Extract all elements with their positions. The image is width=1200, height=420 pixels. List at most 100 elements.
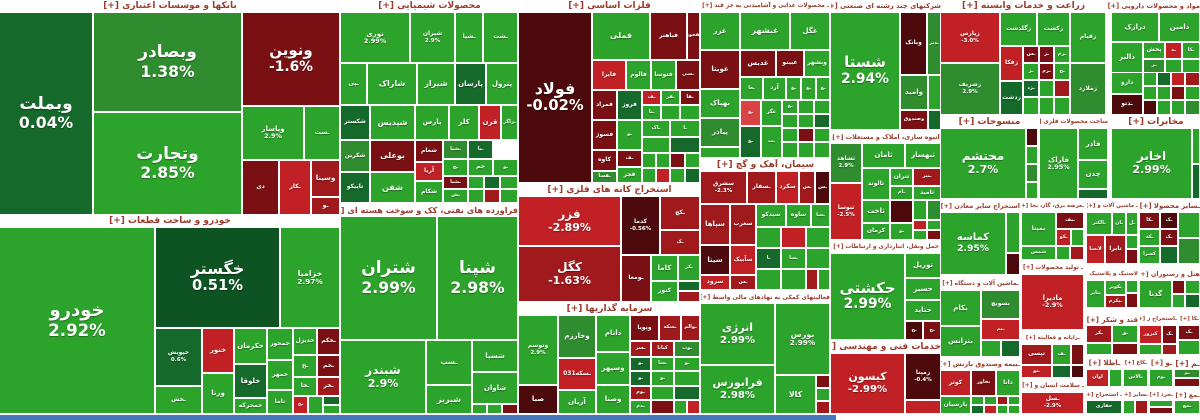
stock-tile[interactable]	[815, 129, 829, 141]
stock-tile[interactable]	[1072, 230, 1083, 245]
stock-tile[interactable]: غویتا	[701, 51, 739, 88]
stock-tile[interactable]	[807, 249, 829, 268]
stock-tile[interactable]: اوان	[1087, 370, 1108, 386]
stock-tile[interactable]: ناما	[268, 391, 292, 413]
stock-tile[interactable]: قرن	[480, 106, 500, 139]
stock-tile[interactable]: بهپاک	[701, 90, 739, 117]
stock-tile[interactable]: دارو	[1112, 73, 1142, 93]
stock-tile[interactable]	[891, 201, 912, 222]
stock-tile[interactable]	[1127, 236, 1137, 248]
stock-tile[interactable]	[799, 143, 813, 157]
stock-tile[interactable]: ـخا	[294, 378, 316, 395]
stock-tile[interactable]: بالاس	[1124, 370, 1147, 386]
stock-tile[interactable]: وبصادر 1.38%	[94, 13, 241, 111]
stock-tile[interactable]	[473, 405, 486, 413]
stock-tile[interactable]	[783, 129, 797, 141]
stock-tile[interactable]: ـک	[1161, 213, 1177, 228]
stock-tile[interactable]	[324, 406, 339, 413]
stock-tile[interactable]	[1183, 60, 1199, 72]
stock-tile[interactable]: خودرو 2.92%	[0, 228, 154, 413]
stock-tile[interactable]	[817, 389, 829, 400]
stock-tile[interactable]	[914, 201, 926, 219]
stock-tile[interactable]	[1150, 408, 1172, 413]
stock-tile[interactable]: خزامیا 2.97%	[281, 228, 339, 327]
stock-tile[interactable]: ثامان	[863, 144, 904, 167]
stock-tile[interactable]: سکرد	[777, 172, 798, 203]
stock-tile[interactable]: بمپنا	[1022, 213, 1055, 245]
sector-header[interactable]: ـاستخراج ز [+]	[1140, 316, 1177, 322]
stock-tile[interactable]	[671, 138, 699, 152]
stock-tile[interactable]: فملی	[593, 13, 649, 59]
stock-tile[interactable]: شپنا 2.98%	[438, 217, 517, 339]
sector-header[interactable]: ـمع [+]	[1175, 391, 1200, 399]
stock-tile[interactable]	[1186, 295, 1199, 307]
stock-tile[interactable]: خلوقا	[235, 365, 266, 397]
stock-tile[interactable]: ـسر	[631, 342, 650, 356]
stock-tile[interactable]: ثالوند	[863, 169, 889, 199]
stock-tile[interactable]: شفن	[371, 173, 414, 202]
sector-header[interactable]: مواد و محصولات دارویی [+]	[1108, 2, 1200, 10]
stock-tile[interactable]	[1124, 401, 1134, 413]
sector-header[interactable]: زراعت و خدمات وابسته [+]	[961, 1, 1086, 11]
stock-tile[interactable]: ـکا	[1140, 213, 1159, 228]
stock-tile[interactable]	[928, 201, 940, 219]
stock-tile[interactable]: ـزاگر	[502, 106, 517, 139]
sector-header[interactable]: ـ تولید محصولات [+]	[1022, 265, 1084, 271]
stock-tile[interactable]	[914, 231, 926, 239]
stock-tile[interactable]: ـسا	[652, 358, 673, 370]
stock-tile[interactable]: خدیزل	[294, 329, 316, 354]
stock-tile[interactable]	[501, 177, 517, 188]
stock-tile[interactable]: ـو	[618, 121, 641, 149]
stock-tile[interactable]	[1175, 379, 1199, 386]
stock-tile[interactable]	[1158, 87, 1170, 99]
stock-tile[interactable]: ـپی	[341, 64, 366, 104]
stock-tile[interactable]: ـو	[652, 372, 673, 385]
stock-tile[interactable]	[1150, 401, 1172, 406]
stock-tile[interactable]	[1172, 87, 1184, 99]
stock-tile[interactable]: زشریف 2.9%	[941, 64, 999, 114]
stock-tile[interactable]: بسویچ	[982, 291, 1019, 318]
stock-tile[interactable]	[324, 397, 339, 404]
stock-tile[interactable]: ـغ	[741, 127, 760, 157]
stock-tile[interactable]: ـر	[1144, 60, 1164, 72]
stock-tile[interactable]: ـسا	[812, 205, 829, 226]
stock-tile[interactable]	[1072, 366, 1083, 377]
stock-tile[interactable]: ثاخت	[863, 201, 889, 222]
stock-tile[interactable]	[819, 270, 829, 289]
stock-tile[interactable]: ـعا	[741, 78, 762, 99]
stock-tile[interactable]: ـح	[906, 322, 922, 339]
sector-header[interactable]: فعالیتهای کمکی به نهادهای مالی واسط [+]	[701, 294, 830, 301]
stock-tile[interactable]	[982, 341, 1000, 356]
stock-tile[interactable]: آرد	[764, 78, 785, 99]
stock-tile[interactable]: ـو	[312, 198, 339, 214]
stock-tile[interactable]: کلر	[450, 106, 478, 139]
stock-tile[interactable]: پترول	[487, 64, 517, 104]
stock-tile[interactable]	[643, 169, 655, 182]
stock-tile[interactable]: دالبر	[1112, 43, 1142, 72]
stock-tile[interactable]: کماسه 2.95%	[941, 213, 1005, 274]
sector-header[interactable]: ـبیمه وصندوق بازنش [+]	[941, 360, 1020, 368]
stock-tile[interactable]: آریا	[416, 163, 442, 180]
stock-tile[interactable]: سشرق -2.3%	[701, 172, 746, 203]
stock-tile[interactable]	[643, 154, 655, 167]
stock-tile[interactable]: داتام	[597, 316, 629, 351]
stock-tile[interactable]: کالا	[776, 376, 815, 413]
stock-tile[interactable]	[799, 101, 813, 113]
stock-tile[interactable]	[1186, 87, 1199, 99]
stock-tile[interactable]: وصنا	[597, 386, 629, 413]
stock-tile[interactable]: وبشهر	[805, 51, 829, 76]
stock-tile[interactable]: ـک	[1161, 230, 1177, 245]
stock-tile[interactable]: ـف	[1053, 345, 1070, 364]
stock-tile[interactable]: ـف	[643, 91, 660, 104]
stock-tile[interactable]	[815, 101, 829, 113]
stock-tile[interactable]	[1009, 397, 1019, 404]
stock-tile[interactable]	[985, 406, 996, 413]
stock-tile[interactable]	[1055, 81, 1069, 96]
stock-tile[interactable]: ـومعا	[622, 256, 650, 301]
stock-tile[interactable]: غگل	[791, 13, 829, 49]
stock-tile[interactable]	[1079, 190, 1107, 198]
stock-tile[interactable]	[783, 143, 797, 157]
stock-tile[interactable]: دامین	[1160, 13, 1199, 41]
stock-tile[interactable]: ـو	[675, 358, 699, 370]
stock-tile[interactable]: ـسکه	[660, 316, 680, 340]
